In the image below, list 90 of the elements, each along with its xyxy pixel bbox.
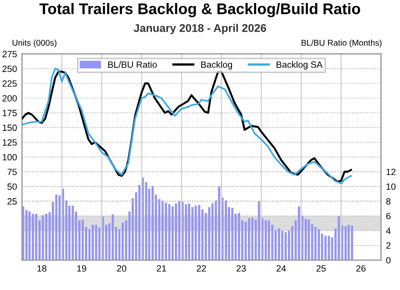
bar — [251, 217, 254, 260]
bar — [278, 228, 280, 260]
bar — [178, 201, 180, 260]
bar — [284, 232, 287, 260]
bar — [58, 195, 61, 260]
bar — [35, 214, 38, 260]
bar — [231, 208, 234, 260]
bar — [82, 220, 84, 260]
bar — [258, 201, 260, 260]
legend-label: Backlog — [201, 61, 232, 70]
bar — [264, 220, 267, 260]
bar — [25, 210, 28, 260]
bar — [28, 212, 31, 260]
bar — [281, 230, 284, 260]
y-tick-label: 175 — [2, 110, 17, 116]
bar — [152, 186, 154, 260]
y-tick-label: 50 — [7, 183, 17, 190]
x-tick-label: 21 — [156, 265, 166, 272]
bar — [55, 194, 58, 260]
y2-tick-label: 6 — [386, 212, 390, 220]
x-tick-label: 25 — [316, 265, 326, 272]
legend-label: Backlog SA — [276, 61, 323, 70]
bar — [348, 224, 350, 260]
bar — [32, 214, 34, 260]
bar — [248, 218, 250, 260]
y2-tick-label: 0 — [386, 257, 391, 264]
bar — [161, 200, 164, 260]
bar — [174, 203, 178, 260]
x-tick-label: 24 — [276, 265, 286, 272]
bar — [95, 224, 98, 260]
bar — [268, 220, 270, 260]
chart-title: Total Trailers Backlog & Backlog/Build Ratio — [39, 2, 360, 18]
bar — [238, 213, 240, 260]
bar — [308, 220, 310, 260]
bar — [304, 218, 307, 260]
bar — [182, 202, 184, 260]
y-tick-label: 125 — [2, 139, 17, 146]
bar — [172, 206, 174, 260]
bar — [42, 215, 44, 260]
y2-tick-label: 10 — [386, 183, 396, 190]
bar — [244, 222, 247, 260]
y-tick-label: 25 — [8, 198, 17, 205]
bar — [338, 216, 340, 260]
bar — [45, 214, 48, 260]
y2-axis-title: BL/BU Ratio (Months) — [302, 40, 382, 48]
x-tick-label: 26 — [356, 265, 366, 272]
bar — [208, 207, 210, 260]
bar — [112, 214, 114, 260]
bar — [350, 226, 354, 260]
y-tick-label: 225 — [2, 80, 17, 87]
bar — [72, 206, 74, 260]
bar — [168, 204, 170, 260]
bar — [191, 207, 194, 260]
y-axis-title: Units (000s) — [12, 40, 56, 48]
bar — [198, 204, 200, 260]
bar — [271, 224, 274, 260]
bar — [224, 200, 227, 260]
x-tick-label: 18 — [37, 265, 46, 272]
chart-subtitle: January 2018 - April 2026 — [134, 24, 266, 34]
bar — [98, 228, 101, 260]
bar — [201, 209, 204, 260]
x-tick-label: 20 — [117, 265, 126, 272]
y2-tick-label: 12 — [386, 168, 396, 176]
bar — [298, 206, 300, 260]
y-tick-label: 75 — [8, 168, 17, 176]
bar — [92, 224, 94, 260]
bar — [164, 202, 168, 260]
y2-tick-label: 8 — [386, 198, 390, 205]
y-tick-label: 250 — [2, 66, 17, 72]
bar — [318, 229, 320, 260]
bar — [288, 230, 290, 260]
bar — [184, 204, 188, 260]
bar — [88, 229, 91, 260]
x-tick-label: 19 — [77, 265, 86, 272]
bar — [122, 222, 124, 260]
bar — [188, 203, 190, 260]
bar — [138, 185, 140, 260]
bar — [211, 203, 214, 260]
bar — [194, 206, 197, 260]
y-tick-label: 200 — [2, 95, 17, 102]
bar — [218, 186, 220, 260]
y2-tick-label: 4 — [386, 228, 391, 234]
x-tick-label: 23 — [236, 265, 246, 272]
y-tick-label: 275 — [2, 50, 17, 58]
y2-tick-label: 2 — [386, 242, 390, 249]
x-tick-label: 22 — [196, 265, 206, 272]
bar — [314, 226, 317, 260]
y-tick-label: 150 — [2, 124, 17, 131]
y-tick-label: 100 — [2, 154, 17, 160]
legend-label: BL/BU Ratio — [108, 61, 157, 68]
